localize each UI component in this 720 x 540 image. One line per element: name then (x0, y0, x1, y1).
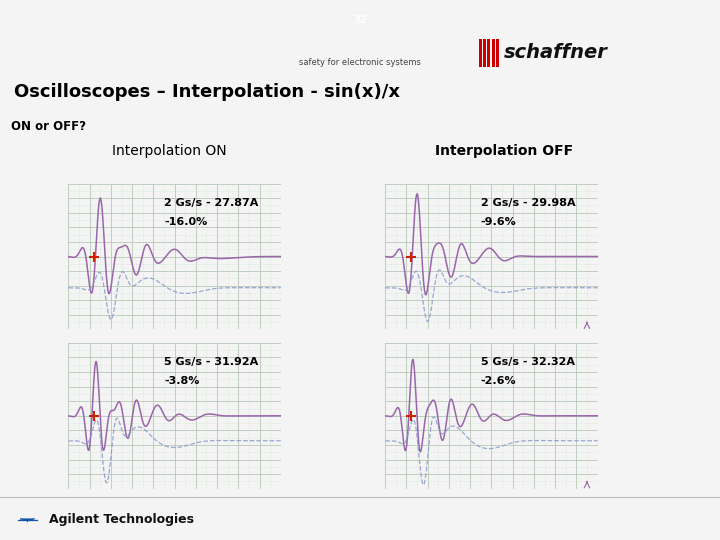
Bar (496, 39, 499, 68)
Text: Oscilloscopes – Interpolation - sin(x)/x: Oscilloscopes – Interpolation - sin(x)/x (14, 83, 400, 101)
Text: 5 Gs/s - 32.32A: 5 Gs/s - 32.32A (481, 357, 575, 368)
Text: schaffner: schaffner (504, 43, 608, 62)
Text: 32: 32 (354, 15, 366, 25)
Bar (479, 39, 482, 68)
Bar (487, 39, 490, 68)
Text: -3.8%: -3.8% (164, 376, 199, 386)
Text: safety for electronic systems: safety for electronic systems (299, 58, 421, 67)
Text: Interpolation ON: Interpolation ON (112, 144, 227, 158)
Text: 2 Gs/s - 27.87A: 2 Gs/s - 27.87A (164, 198, 258, 208)
Text: -16.0%: -16.0% (164, 217, 207, 227)
Text: Agilent Technologies: Agilent Technologies (49, 513, 194, 526)
Text: -9.6%: -9.6% (481, 217, 516, 227)
Text: Interpolation OFF: Interpolation OFF (435, 144, 573, 158)
Text: 5 Gs/s - 31.92A: 5 Gs/s - 31.92A (164, 357, 258, 368)
Bar (492, 39, 495, 68)
Bar (483, 39, 486, 68)
Text: 2 Gs/s - 29.98A: 2 Gs/s - 29.98A (481, 198, 575, 208)
Text: ON or OFF?: ON or OFF? (11, 120, 86, 133)
Text: -2.6%: -2.6% (481, 376, 516, 386)
